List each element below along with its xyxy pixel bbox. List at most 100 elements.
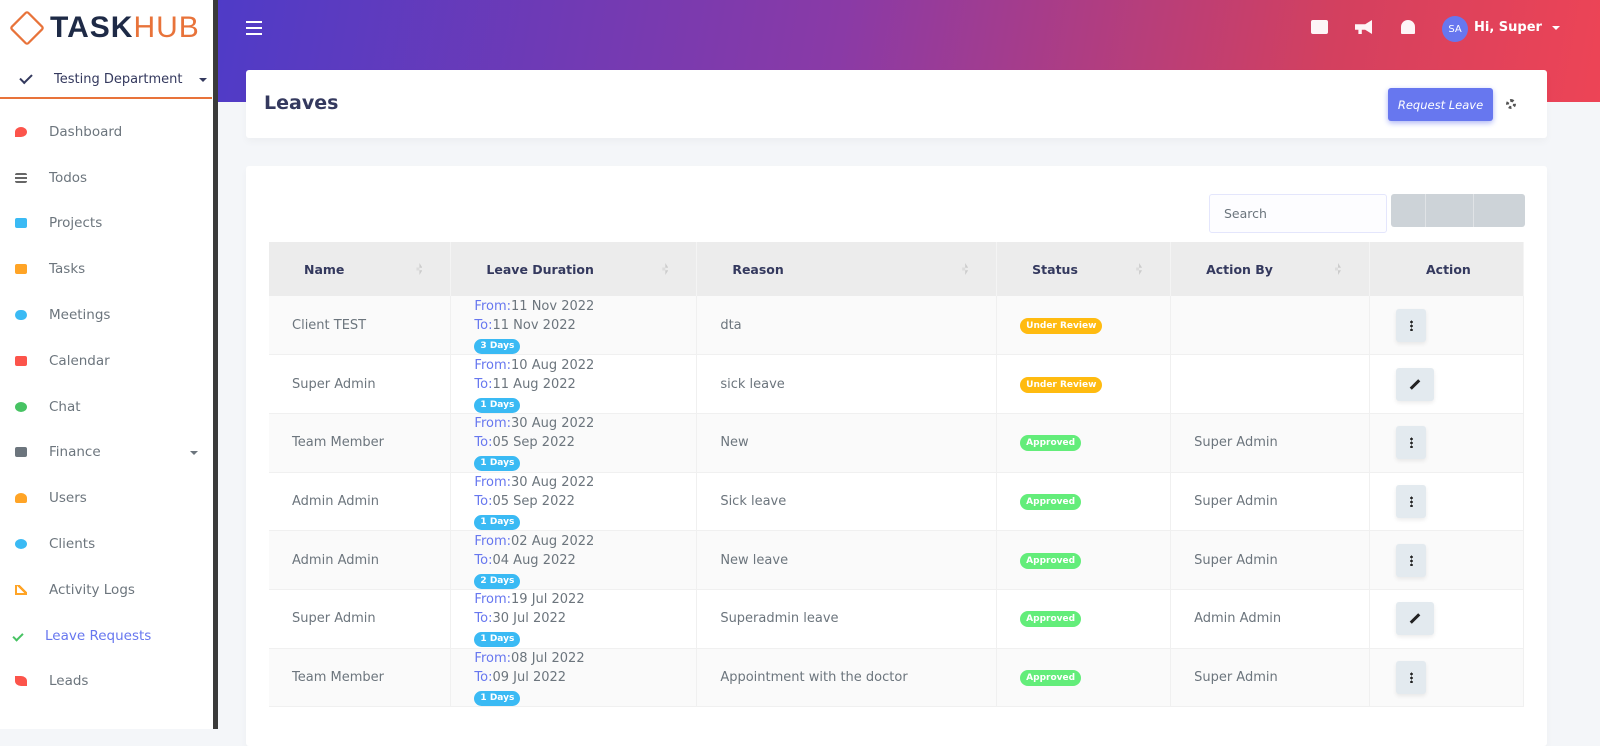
- status-badge: Approved: [1020, 435, 1082, 452]
- menu-button[interactable]: [1396, 308, 1426, 342]
- user-menu[interactable]: Hi, Super: [1474, 20, 1561, 35]
- settings-icon[interactable]: [1506, 99, 1516, 109]
- nav-label: Calendar: [49, 352, 110, 369]
- name-cell: Super Admin: [269, 354, 452, 414]
- reason-cell: New: [696, 413, 998, 473]
- action-by-cell: Admin Admin: [1170, 589, 1370, 649]
- table-card: Search Name Leave Duration Reason Status Act…: [246, 166, 1547, 746]
- columns-button[interactable]: [1426, 194, 1474, 227]
- days-line: 1 Days: [474, 394, 696, 413]
- nav-label: Activity Logs: [49, 581, 135, 598]
- to-date: 05 Sep 2022: [492, 435, 575, 451]
- mail-icon[interactable]: [1311, 20, 1328, 34]
- table-row: Admin Admin From:02 Aug 2022 To:04 Aug 202…: [269, 530, 1524, 590]
- nav-label: Chat: [49, 398, 81, 415]
- nav-item[interactable]: Leads: [0, 659, 212, 705]
- days-badge: 2 Days: [474, 573, 521, 589]
- menu-toggle[interactable]: [246, 21, 262, 35]
- action-by-cell: Super Admin: [1170, 530, 1370, 590]
- duration-cell: From:30 Aug 2022 To:05 Sep 2022 1 Days: [450, 472, 698, 532]
- from-line: From:11 Nov 2022: [474, 297, 696, 316]
- to-line: To:04 Aug 2022: [474, 551, 696, 570]
- nav-item[interactable]: Users: [0, 475, 212, 521]
- duration-cell: From:10 Aug 2022 To:11 Aug 2022 1 Days: [450, 354, 698, 414]
- nav-label: Users: [49, 490, 87, 507]
- name-cell: Admin Admin: [269, 472, 452, 532]
- reason-cell: New leave: [696, 530, 998, 590]
- reason-cell: Superadmin leave: [696, 589, 998, 649]
- nav-item[interactable]: Tasks: [0, 246, 212, 292]
- nav-icon: [15, 676, 27, 687]
- column-title: Action: [1426, 261, 1471, 277]
- request-leave-button[interactable]: Request Leave: [1388, 88, 1493, 121]
- table-row: Team Member From:30 Aug 2022 To:05 Sep 202…: [269, 413, 1524, 473]
- column-header[interactable]: Leave Duration: [450, 242, 698, 296]
- days-badge: 3 Days: [474, 338, 521, 354]
- menu-button[interactable]: [1396, 543, 1426, 577]
- from-label: From:: [474, 533, 512, 549]
- search-input[interactable]: Search: [1209, 194, 1387, 233]
- nav-icon: [15, 447, 27, 458]
- nav-item[interactable]: Activity Logs: [0, 567, 212, 613]
- department-select[interactable]: Testing Department: [0, 62, 212, 99]
- from-label: From:: [474, 650, 512, 666]
- export-button[interactable]: [1474, 194, 1525, 227]
- reason-cell: Appointment with the doctor: [696, 648, 998, 708]
- refresh-button[interactable]: [1391, 194, 1426, 227]
- status-cell: Approved: [996, 472, 1172, 532]
- nav-item[interactable]: Chat: [0, 384, 212, 430]
- logo-icon: [8, 9, 46, 47]
- department: Testing Department: [54, 72, 183, 87]
- nav-icon: [12, 629, 24, 642]
- column-header[interactable]: Reason: [696, 242, 998, 296]
- nav-item[interactable]: Finance: [0, 430, 212, 476]
- table-row: Super Admin From:10 Aug 2022 To:11 Aug 202…: [269, 354, 1524, 414]
- nav-item[interactable]: Leave Requests: [0, 613, 212, 659]
- days-line: 2 Days: [474, 570, 696, 589]
- nav-item[interactable]: Calendar: [0, 338, 212, 384]
- to-date: 04 Aug 2022: [492, 552, 576, 568]
- from-line: From:02 Aug 2022: [474, 532, 696, 551]
- days-badge: 1 Days: [474, 397, 521, 413]
- nav-label: Dashboard: [49, 123, 123, 140]
- table-row: Super Admin From:19 Jul 2022 To:30 Jul 202…: [269, 589, 1524, 649]
- status-badge: Approved: [1020, 493, 1082, 510]
- column-header[interactable]: Action By: [1170, 242, 1370, 296]
- nav-icon: [15, 126, 27, 137]
- avatar[interactable]: SA: [1442, 16, 1468, 42]
- nav-item[interactable]: Todos: [0, 155, 212, 201]
- name-cell: Admin Admin: [269, 530, 452, 590]
- action-by-cell: Super Admin: [1170, 648, 1370, 708]
- edit-button[interactable]: [1396, 367, 1434, 401]
- sort-icon: [1335, 263, 1341, 275]
- to-label: To:: [474, 317, 493, 333]
- nav-item[interactable]: Meetings: [0, 292, 212, 338]
- brand[interactable]: TASK HUB: [8, 8, 200, 48]
- from-line: From:30 Aug 2022: [474, 473, 696, 492]
- from-label: From:: [474, 474, 512, 490]
- column-header[interactable]: Name: [269, 242, 452, 296]
- edit-button[interactable]: [1396, 602, 1434, 636]
- caret: [198, 77, 207, 82]
- column-title: Reason: [732, 261, 784, 277]
- column-header[interactable]: Status: [996, 242, 1172, 296]
- nav-icon: [15, 401, 27, 412]
- days-badge: 1 Days: [474, 632, 521, 648]
- column-header: Action: [1369, 242, 1524, 296]
- to-date: 05 Sep 2022: [492, 493, 575, 509]
- menu-button[interactable]: [1396, 426, 1426, 460]
- nav-label: Meetings: [49, 307, 111, 324]
- menu-button[interactable]: [1396, 484, 1426, 518]
- nav-item[interactable]: Clients: [0, 521, 212, 567]
- nav-item[interactable]: Dashboard: [0, 109, 212, 155]
- announce-icon[interactable]: [1355, 20, 1372, 34]
- bell-icon[interactable]: [1401, 20, 1415, 34]
- nav-item[interactable]: Projects: [0, 201, 212, 247]
- action-cell: [1369, 472, 1524, 532]
- nav-icon: [15, 264, 27, 275]
- greeting: Hi, Super: [1474, 20, 1542, 35]
- toolbar: [1391, 194, 1525, 227]
- to-line: To:30 Jul 2022: [474, 609, 696, 628]
- to-label: To:: [474, 493, 493, 509]
- menu-button[interactable]: [1396, 660, 1426, 694]
